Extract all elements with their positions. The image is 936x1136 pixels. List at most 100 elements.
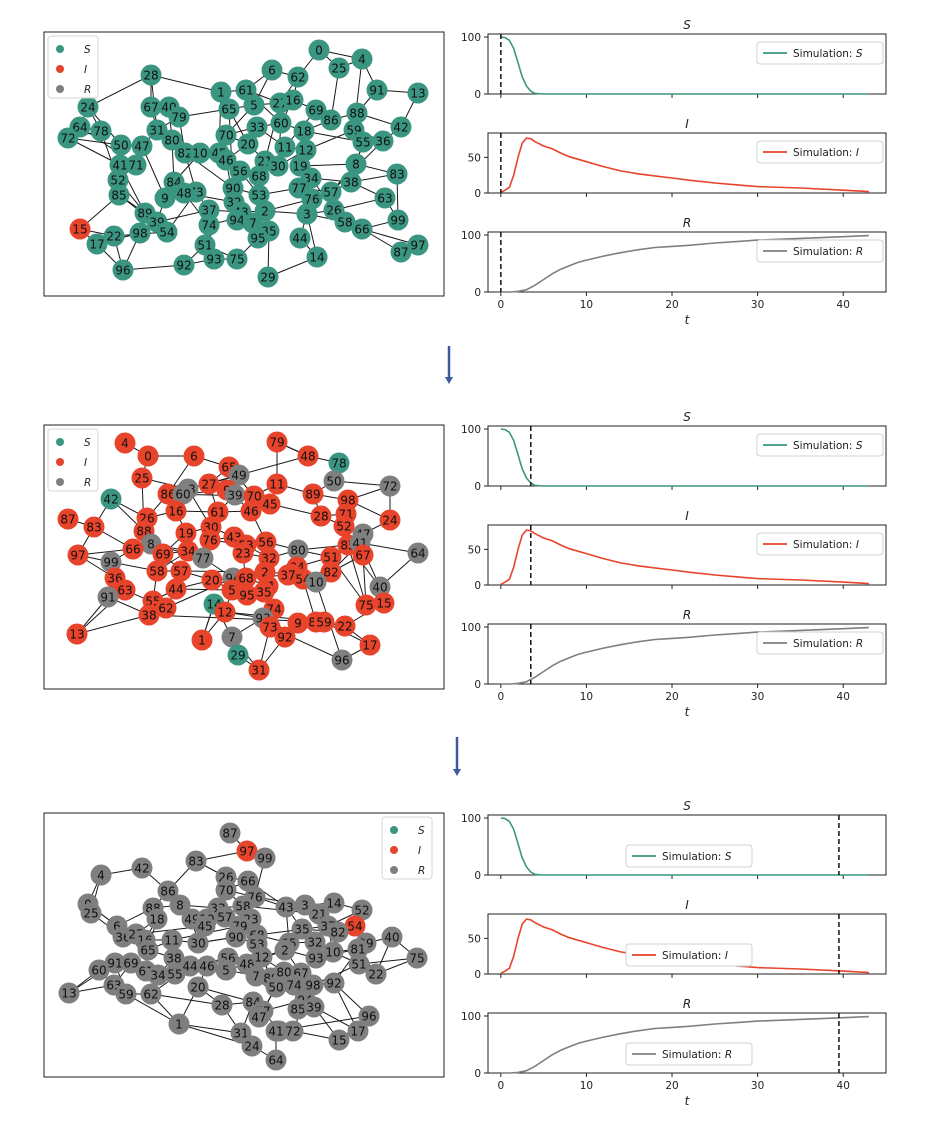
node-label: 14 (326, 896, 341, 910)
node-label: 8 (176, 898, 184, 912)
node-label: 2 (261, 204, 269, 218)
y-tick-label: 0 (474, 188, 481, 200)
legend-frame (625, 943, 753, 967)
node-label: 80 (276, 965, 291, 979)
node-circle (365, 963, 387, 985)
network-node: 44 (165, 578, 187, 600)
node-label: 10 (192, 146, 207, 160)
node-circle (218, 98, 240, 120)
network-node: 12 (214, 601, 236, 623)
network-node: 42 (131, 857, 153, 879)
node-label: 63 (117, 583, 132, 597)
network-node: 59 (115, 983, 137, 1005)
node-circle (274, 136, 296, 158)
node-circle (390, 241, 412, 263)
y-tick-label: 0 (474, 679, 481, 691)
node-label: 90 (228, 930, 243, 944)
node-label: 80 (164, 133, 179, 147)
node-circle (140, 96, 162, 118)
node-label: 47 (134, 139, 149, 153)
network-node: 38 (163, 947, 185, 969)
node-label: 20 (240, 137, 255, 151)
network-node: 15 (328, 1029, 350, 1051)
node-label: 15 (72, 222, 87, 236)
node-circle (232, 542, 254, 564)
node-label: 24 (244, 1039, 259, 1053)
node-label: 62 (290, 70, 305, 84)
node-label: 37 (280, 568, 295, 582)
network-node: 48 (173, 182, 195, 204)
network-node: 90 (225, 926, 247, 948)
node-label: 6 (113, 919, 121, 933)
node-label: 51 (351, 957, 366, 971)
node-circle (129, 222, 151, 244)
x-tick-label: 0 (497, 299, 504, 311)
network-node: 1 (210, 81, 232, 103)
node-circle (287, 998, 309, 1020)
network-node: 11 (274, 136, 296, 158)
x-tick-label: 10 (580, 1080, 593, 1092)
node-circle (88, 959, 110, 981)
node-circle (306, 246, 328, 268)
network-node: 22 (103, 225, 125, 247)
node-label: 93 (308, 951, 323, 965)
y-tick-label: 0 (474, 287, 481, 299)
network-node: 63 (114, 579, 136, 601)
node-circle (199, 529, 221, 551)
network-node: 36 (372, 130, 394, 152)
x-tick-label: 20 (665, 1080, 678, 1092)
network-node: 58 (146, 560, 168, 582)
node-circle (175, 522, 197, 544)
network-node: 66 (351, 218, 373, 240)
network-node: 65 (218, 98, 240, 120)
node-circle (274, 939, 296, 961)
node-label: 97 (410, 238, 425, 252)
network-node: 18 (146, 908, 168, 930)
network-node: 52 (333, 515, 355, 537)
series-line-I (500, 137, 869, 194)
network-node: 50 (110, 134, 132, 156)
node-label: 62 (158, 601, 173, 615)
node-label: 29 (260, 270, 275, 284)
legend-marker-S (56, 438, 64, 446)
arrow-head (445, 377, 453, 384)
node-circle (165, 578, 187, 600)
node-circle (157, 880, 179, 902)
node-circle (170, 560, 192, 582)
network-node: 0 (308, 39, 330, 61)
node-circle (66, 623, 88, 645)
node-label: 64 (268, 1053, 283, 1067)
node-label: 39 (227, 488, 242, 502)
node-label: 66 (354, 222, 369, 236)
network-node: 25 (328, 57, 350, 79)
node-label: 67 (143, 100, 158, 114)
node-label: 96 (334, 653, 349, 667)
y-tick-label: 100 (461, 32, 481, 44)
node-circle (114, 432, 136, 454)
node-label: 59 (316, 615, 331, 629)
node-label: 12 (254, 950, 269, 964)
node-label: 22 (106, 229, 121, 243)
network-node: 6 (183, 445, 205, 467)
node-label: 98 (132, 226, 147, 240)
node-circle (137, 445, 159, 467)
node-circle (164, 963, 186, 985)
node-circle (322, 941, 344, 963)
node-label: 85 (290, 1002, 305, 1016)
node-circle (114, 579, 136, 601)
node-circle (100, 551, 122, 573)
network-node: 42 (390, 116, 412, 138)
node-circle (157, 483, 179, 505)
chart-legend: Simulation: S (756, 433, 884, 457)
node-label: 27 (201, 477, 216, 491)
node-label: 69 (308, 103, 323, 117)
network-node: 41 (265, 1020, 287, 1042)
node-label: 75 (229, 252, 244, 266)
node-circle (224, 484, 246, 506)
network-legend: SIR (381, 816, 433, 880)
network-node: 75 (355, 594, 377, 616)
node-label: 4 (97, 868, 105, 882)
node-label: 31 (149, 123, 164, 137)
